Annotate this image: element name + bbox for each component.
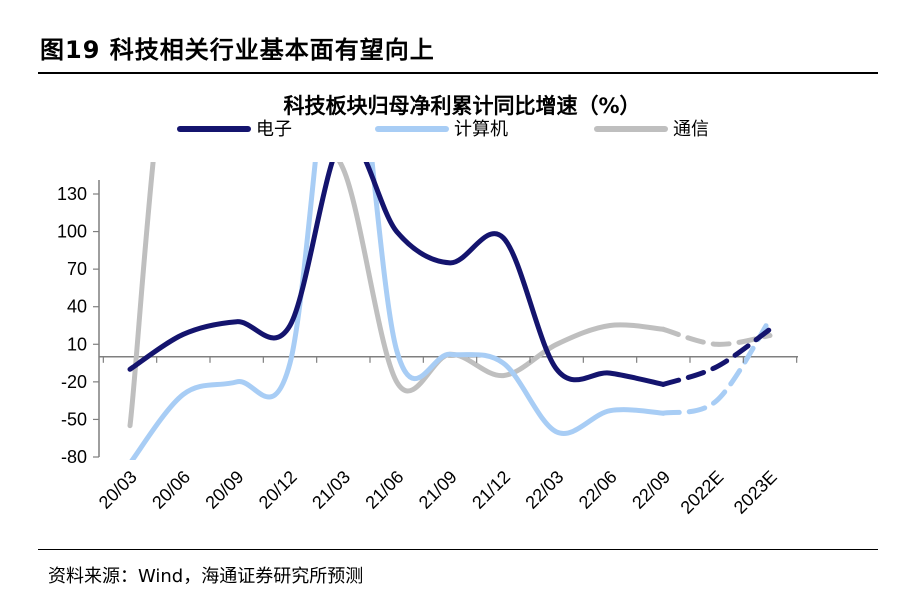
axes [98, 180, 798, 457]
legend: 电子 计算机 通信 [177, 119, 709, 140]
y-tick-label: 40 [67, 297, 87, 317]
y-tick-label: -80 [61, 447, 87, 467]
y-tick-label: 100 [57, 222, 87, 242]
y-tick-label: -20 [61, 372, 87, 392]
x-tick-label: 2023E [730, 467, 781, 518]
series-forecast-line-0 [660, 326, 773, 387]
legend-label-0: 电子 [256, 119, 292, 140]
y-tick-label: 130 [57, 184, 87, 204]
x-tick-label: 21/12 [468, 467, 514, 513]
y-tick-labels: 130 100 70 40 10 -20 -50 -80 [57, 184, 99, 467]
figure-title: 图19 科技相关行业基本面有望向上 [40, 36, 435, 64]
x-tick-label: 22/03 [522, 467, 568, 513]
source-rule [38, 549, 878, 550]
title-rule [38, 72, 878, 74]
source-note: 资料来源：Wind，海通证券研究所预测 [48, 566, 364, 587]
y-tick-label: -50 [61, 409, 87, 429]
y-tick-label: 70 [67, 259, 87, 279]
x-tick-label: 22/09 [628, 467, 674, 513]
x-tick-label: 22/06 [575, 467, 621, 513]
legend-label-2: 通信 [673, 119, 709, 140]
y-tick-label: 10 [67, 334, 87, 354]
series-line-1 [129, 162, 666, 460]
series-forecast-line-2 [660, 326, 773, 347]
series-line-0 [127, 162, 666, 387]
x-tick-label: 20/09 [202, 467, 248, 513]
series-group [127, 162, 773, 460]
x-tick-labels: 20/03 20/06 20/09 20/12 21/03 21/06 21/09 21/12… [95, 356, 798, 518]
x-tick-label: 21/06 [362, 467, 408, 513]
x-tick-label: 20/12 [255, 467, 301, 513]
x-tick-label: 21/03 [308, 467, 354, 513]
series-line-2 [127, 162, 666, 429]
chart-title: 科技板块归母净利累计同比增速（%） [283, 94, 640, 118]
x-tick-label: 21/09 [415, 467, 461, 513]
legend-label-1: 计算机 [454, 119, 508, 140]
x-tick-label: 20/03 [95, 467, 141, 513]
x-tick-label: 20/06 [148, 467, 194, 513]
x-tick-label: 2022E [677, 467, 728, 518]
